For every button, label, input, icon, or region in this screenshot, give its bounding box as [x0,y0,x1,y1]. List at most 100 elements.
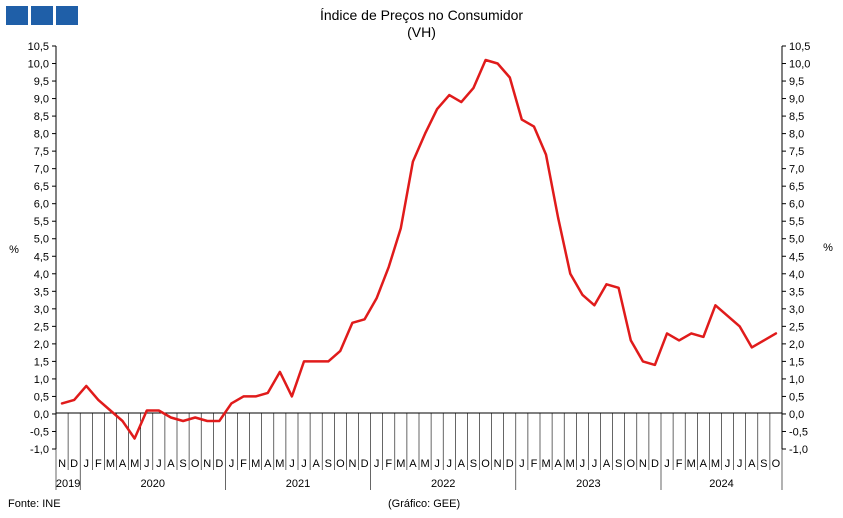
month-tick-label: M [420,458,429,470]
y-axis-label-left: % [9,244,19,256]
month-tick-label: J [84,458,90,470]
logo-block [56,6,78,25]
y-tick-label-left: 7,0 [34,164,49,176]
y-tick-label-left: 7,5 [34,146,49,158]
y-tick-label-left: 2,5 [34,321,49,333]
y-tick-label-right: -0,5 [789,426,808,438]
month-tick-label: N [58,458,66,470]
month-tick-label: J [737,458,743,470]
year-tick-label: 2024 [709,478,733,490]
y-tick-label-right: 3,5 [789,286,804,298]
y-tick-label-right: 0,0 [789,409,804,421]
y-tick-label-right: 0,5 [789,391,804,403]
y-tick-label-left: 6,5 [34,181,49,193]
month-tick-label: F [531,458,538,470]
month-tick-label: S [760,458,767,470]
y-tick-label-left: 10,0 [28,59,49,71]
month-tick-label: J [725,458,731,470]
y-tick-label-left: 8,0 [34,129,49,141]
month-tick-label: F [676,458,683,470]
month-tick-label: A [700,458,708,470]
month-tick-label: S [179,458,186,470]
month-tick-label: M [541,458,550,470]
month-tick-label: M [687,458,696,470]
y-tick-label-left: 4,0 [34,269,49,281]
y-tick-label-left: 9,0 [34,94,49,106]
y-tick-label-left: -0,5 [30,426,49,438]
y-tick-label-right: 8,0 [789,129,804,141]
year-tick-label: 2020 [141,478,165,490]
month-tick-label: D [70,458,78,470]
month-tick-label: F [240,458,247,470]
y-tick-label-right: 6,0 [789,199,804,211]
month-tick-label: M [106,458,115,470]
month-tick-label: D [361,458,369,470]
y-tick-label-left: 10,5 [28,41,49,53]
month-tick-label: M [251,458,260,470]
year-tick-label: 2021 [286,478,310,490]
y-tick-label-right: 10,5 [789,41,810,53]
y-tick-label-left: 3,5 [34,286,49,298]
month-tick-label: J [519,458,525,470]
month-tick-label: M [396,458,405,470]
y-tick-label-right: 2,0 [789,339,804,351]
logo-block [6,6,28,25]
month-tick-label: S [470,458,477,470]
month-tick-label: N [494,458,502,470]
chart-subtitle: (VH) [407,24,436,40]
y-tick-label-right: 10,0 [789,59,810,71]
y-tick-label-left: 5,0 [34,234,49,246]
month-tick-label: N [639,458,647,470]
month-tick-label: O [626,458,635,470]
month-tick-label: M [566,458,575,470]
month-tick-label: S [325,458,332,470]
y-tick-label-left: 3,0 [34,304,49,316]
month-tick-label: S [615,458,622,470]
month-tick-label: A [409,458,417,470]
y-tick-label-left: 0,0 [34,409,49,421]
y-axis-label-right: % [823,242,833,254]
month-tick-label: A [458,458,466,470]
month-tick-label: O [772,458,781,470]
y-tick-label-left: 8,5 [34,111,49,123]
month-tick-label: D [506,458,514,470]
series-line [60,58,778,440]
y-tick-label-right: 9,5 [789,76,804,88]
month-tick-label: A [748,458,756,470]
month-tick-label: F [95,458,102,470]
month-tick-label: J [156,458,162,470]
y-tick-label-left: 1,0 [34,374,49,386]
month-tick-label: N [348,458,356,470]
month-tick-label: O [481,458,490,470]
month-tick-label: A [119,458,127,470]
month-tick-label: N [203,458,211,470]
year-tick-label: 2019 [56,478,80,490]
month-tick-label: O [336,458,345,470]
month-tick-label: J [664,458,670,470]
month-tick-label: J [592,458,598,470]
y-tick-label-right: -1,0 [789,444,808,456]
month-tick-label: A [264,458,272,470]
y-tick-label-right: 5,0 [789,234,804,246]
month-tick-label: J [447,458,453,470]
y-tick-label-right: 1,5 [789,356,804,368]
y-tick-label-right: 9,0 [789,94,804,106]
y-tick-label-left: -1,0 [30,444,49,456]
month-tick-label: M [130,458,139,470]
month-tick-label: O [191,458,200,470]
y-tick-label-left: 6,0 [34,199,49,211]
y-tick-label-right: 5,5 [789,216,804,228]
y-tick-label-left: 9,5 [34,76,49,88]
y-tick-label-left: 1,5 [34,356,49,368]
month-tick-label: J [374,458,380,470]
month-tick-label: J [580,458,586,470]
month-tick-label: D [215,458,223,470]
month-tick-label: J [229,458,235,470]
year-tick-label: 2022 [431,478,455,490]
y-tick-label-right: 3,0 [789,304,804,316]
chart-title: Índice de Preços no Consumidor [319,7,524,23]
month-tick-label: F [385,458,392,470]
graph-credit: (Gráfico: GEE) [388,498,461,510]
y-tick-label-left: 2,0 [34,339,49,351]
